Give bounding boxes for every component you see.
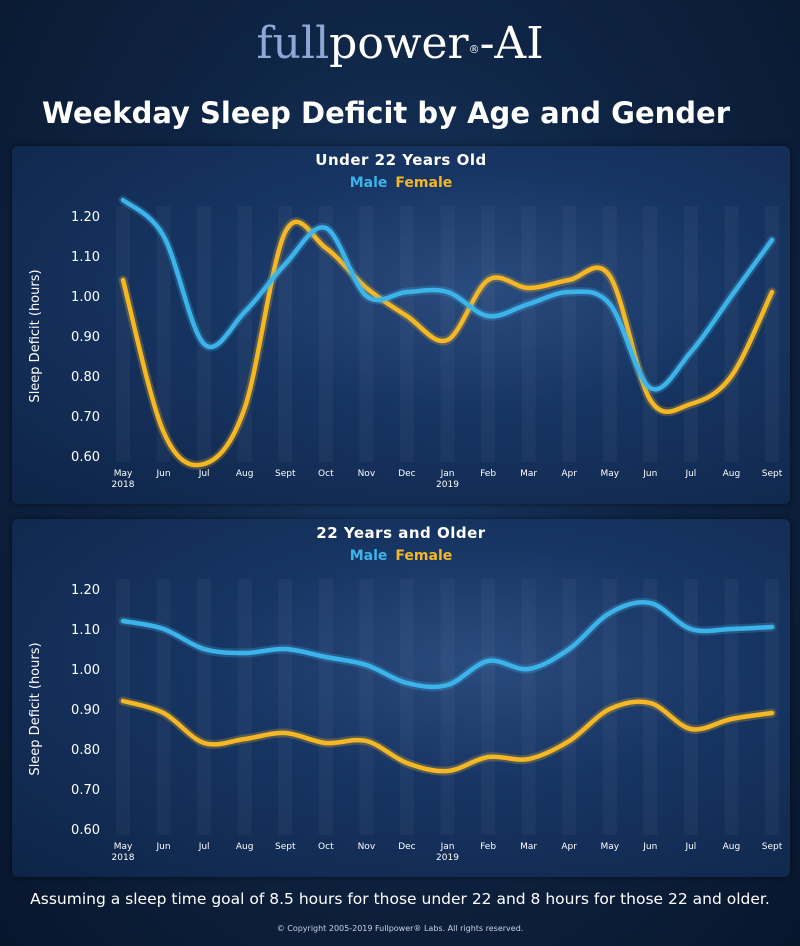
x-tick-label: Jan: [440, 469, 455, 479]
x-tick-label: Mar: [520, 842, 537, 852]
x-tick-label: Feb: [480, 842, 496, 852]
chart-title: 22 Years and Older: [316, 524, 485, 542]
footnote: Assuming a sleep time goal of 8.5 hours …: [30, 890, 770, 908]
series-line-female: [120, 698, 775, 774]
x-tick-label: Jun: [642, 842, 657, 852]
x-tick-label: Sept: [275, 842, 296, 852]
chart-under-22: Under 22 Years Old Male Female 0.60 0.70 0.80…: [28, 151, 783, 490]
x-tick-label: Oct: [318, 469, 334, 479]
legend-item-female: Female: [395, 175, 452, 191]
y-tick-label: 0.90: [71, 703, 100, 718]
x-tick-label: May: [600, 842, 619, 852]
x-tick-label: Aug: [236, 842, 254, 852]
x-tick-label: Jun: [642, 469, 657, 479]
x-tick-label: Aug: [236, 469, 254, 479]
x-tick-label: Sept: [275, 469, 296, 479]
x-tick-label: Apr: [561, 469, 577, 479]
chart-title: Under 22 Years Old: [315, 151, 486, 169]
x-tick-label: Jul: [684, 469, 696, 479]
x-tick-label: May: [114, 842, 133, 852]
x-tick-label: Mar: [520, 469, 537, 479]
x-tick-label: Aug: [723, 469, 741, 479]
logo-text-part3: -AI: [479, 18, 544, 69]
y-tick-label: 0.80: [71, 370, 100, 385]
x-year-label: 2019: [436, 480, 459, 490]
logo-text-part2: power: [329, 18, 469, 69]
brand-logo: fullpower®-AI: [0, 18, 800, 70]
x-tick-label: Jul: [198, 469, 210, 479]
chart-legend: Male Female: [350, 175, 453, 191]
y-axis-label: Sleep Deficit (hours): [28, 269, 43, 402]
x-tick-label: Oct: [318, 842, 334, 852]
y-tick-label: 1.20: [71, 583, 100, 598]
x-tick-label: Aug: [723, 842, 741, 852]
series-line-male: [120, 197, 775, 392]
copyright: © Copyright 2005-2019 Fullpower® Labs. A…: [276, 924, 524, 933]
series-line-female: [120, 219, 775, 468]
y-tick-label: 0.90: [71, 330, 100, 345]
y-axis-label: Sleep Deficit (hours): [28, 642, 43, 775]
y-tick-label: 0.60: [71, 823, 100, 838]
x-tick-label: Nov: [358, 842, 376, 852]
x-tick-label: Sept: [762, 469, 783, 479]
page-title: Weekday Sleep Deficit by Age and Gender: [42, 96, 730, 130]
y-tick-label: 0.60: [71, 450, 100, 465]
y-tick-label: 0.80: [71, 743, 100, 758]
x-year-label: 2018: [112, 853, 135, 863]
x-year-label: 2019: [436, 853, 459, 863]
x-tick-label: Dec: [398, 842, 415, 852]
x-tick-label: Jan: [440, 842, 455, 852]
y-tick-label: 1.20: [71, 210, 100, 225]
logo-text-part1: full: [256, 18, 330, 69]
x-tick-label: Sept: [762, 842, 783, 852]
x-tick-label: Apr: [561, 842, 577, 852]
y-tick-label: 1.10: [71, 250, 100, 265]
x-tick-label: Nov: [358, 469, 376, 479]
chart-legend: Male Female: [350, 548, 453, 564]
x-year-label: 2018: [112, 480, 135, 490]
legend-item-male: Male: [350, 548, 388, 564]
x-tick-label: Jul: [684, 842, 696, 852]
x-tick-label: Dec: [398, 469, 415, 479]
legend-item-female: Female: [395, 548, 452, 564]
chart-panel-22-and-older: 22 Years and Older Male Female 0.60 0.70 0.80…: [12, 519, 790, 877]
logo-registered-mark: ®: [468, 43, 480, 56]
x-tick-label: Jun: [156, 469, 171, 479]
y-tick-label: 1.00: [71, 290, 100, 305]
y-tick-label: 1.10: [71, 623, 100, 638]
x-tick-label: Jun: [156, 842, 171, 852]
x-tick-label: Jul: [198, 842, 210, 852]
x-tick-label: May: [114, 469, 133, 479]
chart-panel-under-22: Under 22 Years Old Male Female 0.60 0.70 0.80…: [12, 146, 790, 504]
y-tick-label: 0.70: [71, 410, 100, 425]
chart-22-and-older: 22 Years and Older Male Female 0.60 0.70 0.80…: [28, 524, 783, 863]
y-tick-label: 0.70: [71, 783, 100, 798]
x-tick-label: May: [600, 469, 619, 479]
series-line-male: [120, 600, 775, 690]
x-tick-label: Feb: [480, 469, 496, 479]
legend-item-male: Male: [350, 175, 388, 191]
y-tick-label: 1.00: [71, 663, 100, 678]
